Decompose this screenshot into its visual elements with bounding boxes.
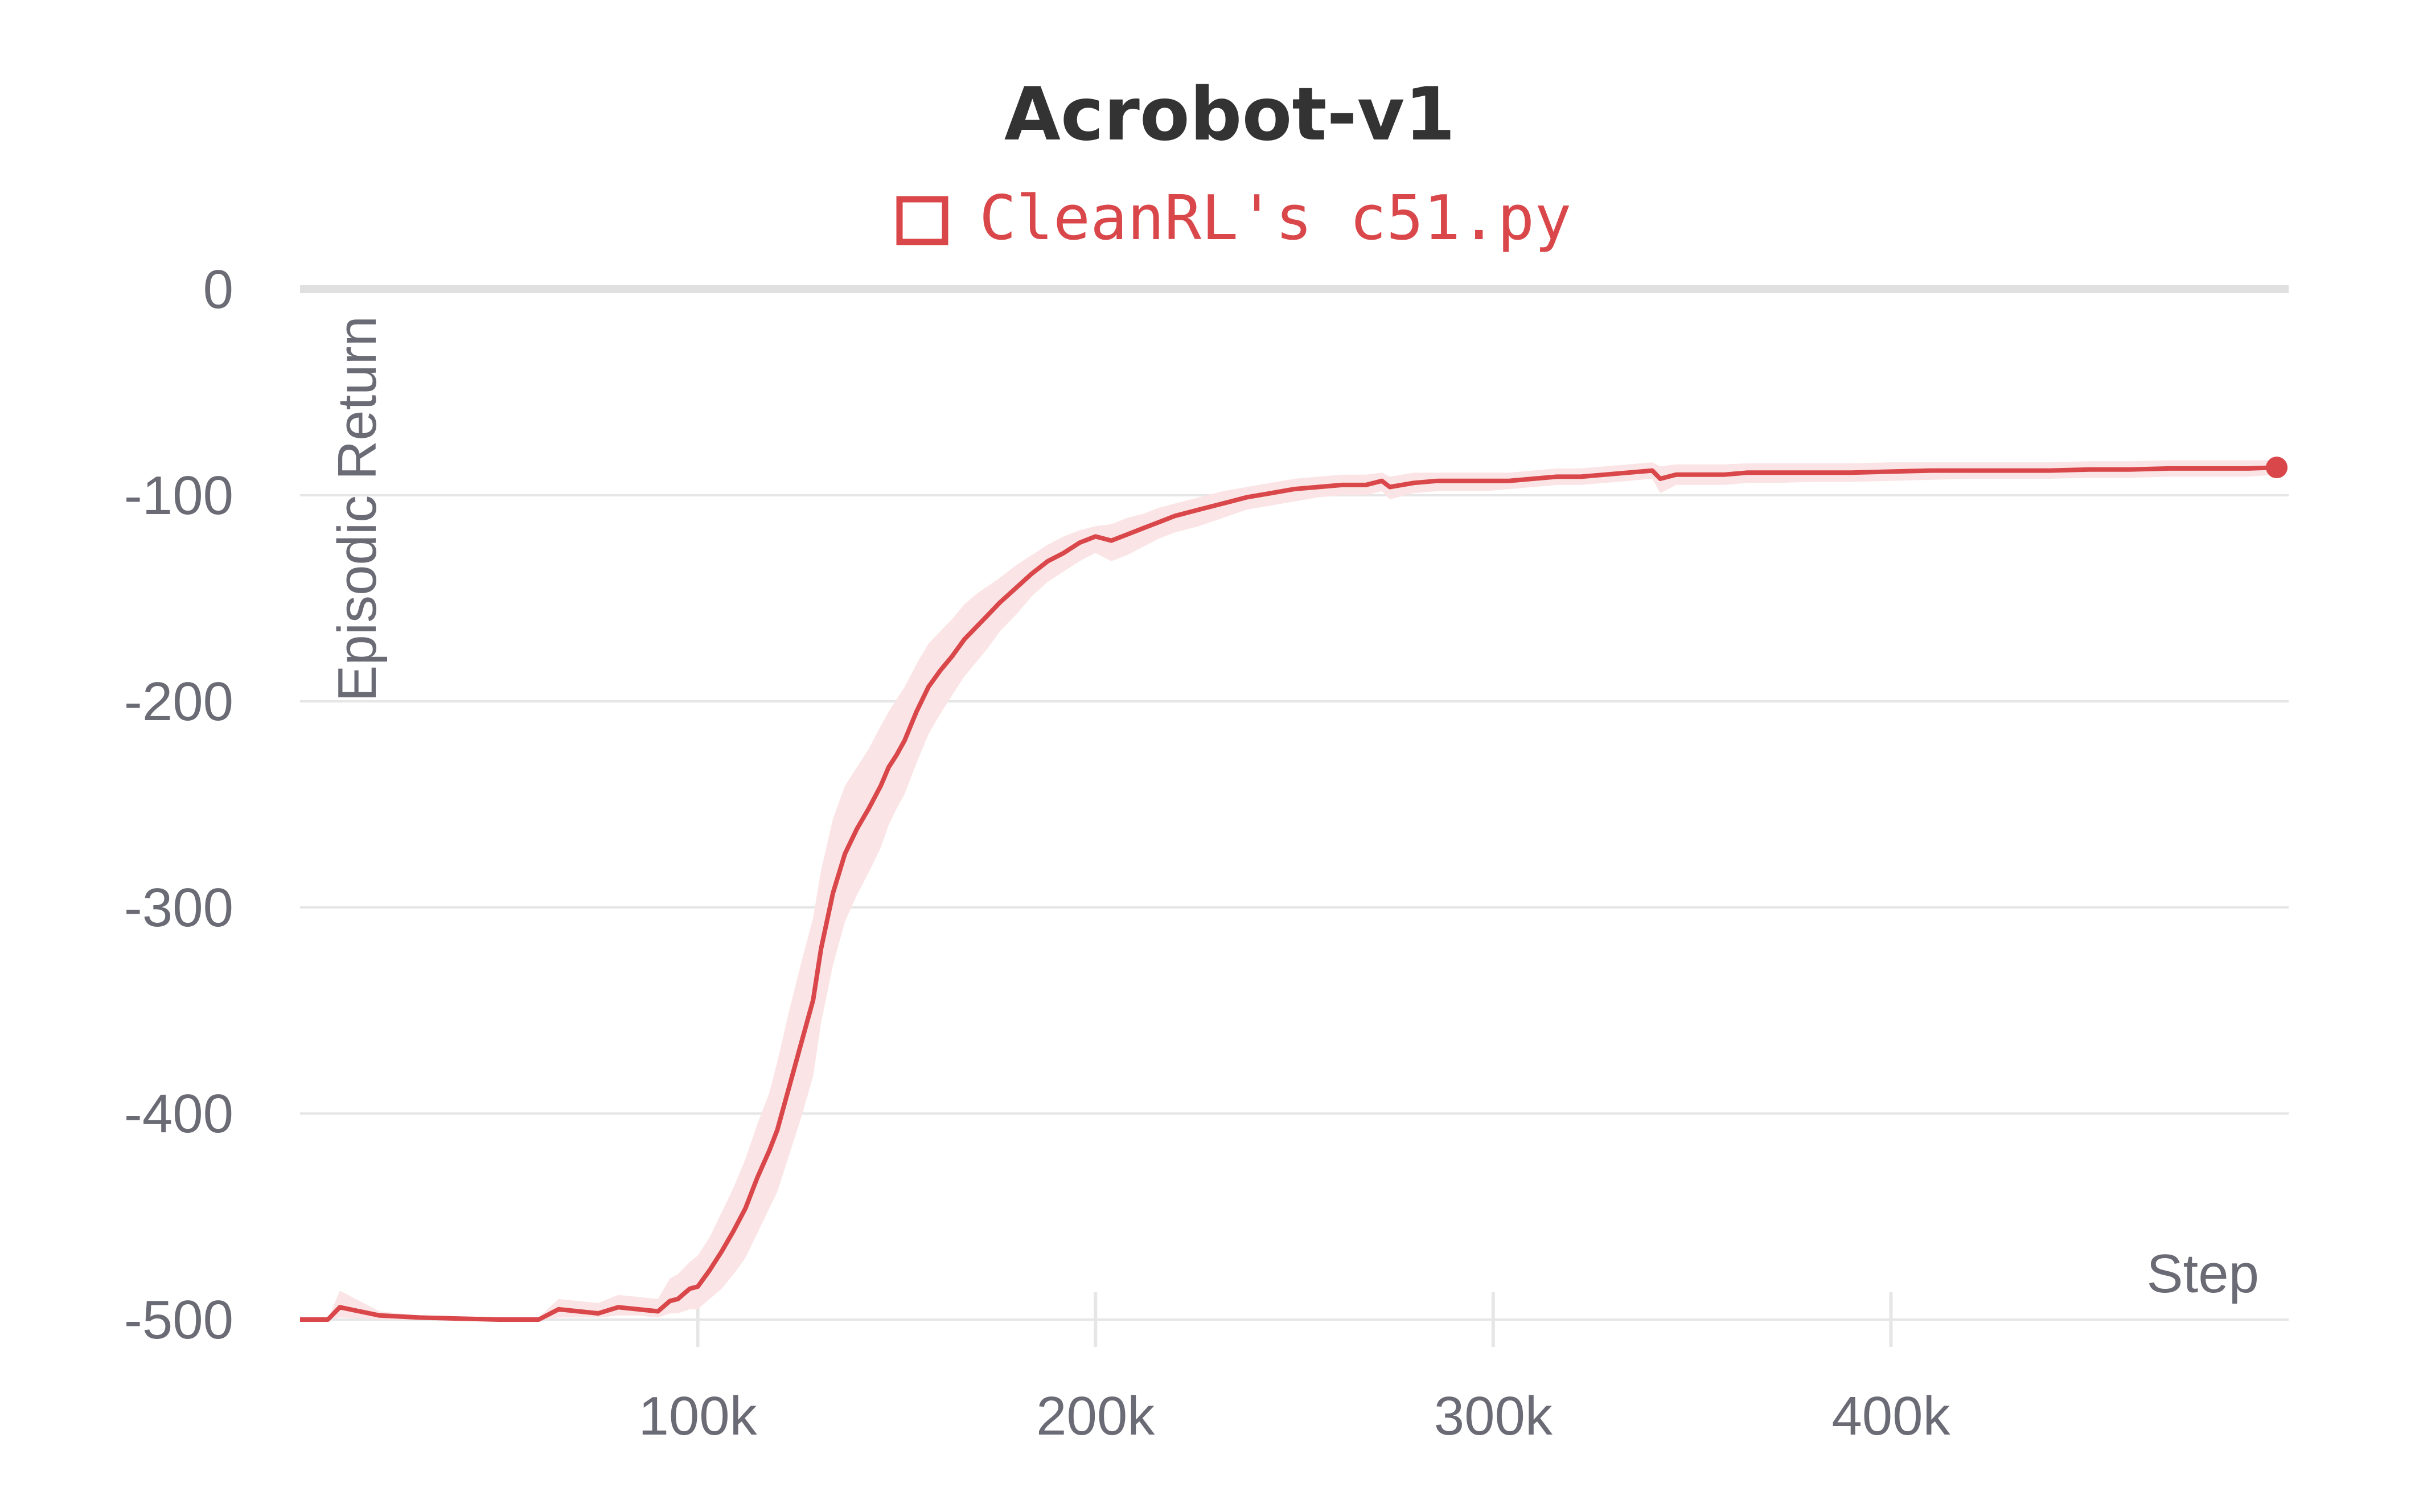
y-tick-label: 0 <box>203 259 233 320</box>
legend: CleanRL's c51.py <box>896 183 1571 254</box>
series-end-point <box>2266 457 2288 479</box>
y-axis: 0 -100 -200 -300 -400 -500 <box>124 259 233 1350</box>
x-axis-title: Step <box>2147 1243 2259 1304</box>
y-tick-label: -300 <box>124 877 233 938</box>
legend-label: CleanRL's c51.py <box>979 183 1571 254</box>
x-tick-label: 100k <box>639 1386 758 1447</box>
y-tick-label: -400 <box>124 1083 233 1144</box>
series-group <box>300 457 2288 1322</box>
x-tick-label: 200k <box>1036 1386 1155 1447</box>
y-axis-title: Episodic Return <box>327 316 388 702</box>
y-tick-label: -200 <box>124 671 233 732</box>
y-tick-label: -100 <box>124 465 233 526</box>
legend-swatch-icon <box>896 196 948 245</box>
x-tick-label: 300k <box>1434 1386 1553 1447</box>
y-tick-label: -500 <box>124 1289 233 1350</box>
series-line <box>300 465 2277 1322</box>
x-axis: 100k 200k 300k 400k <box>639 1292 1950 1447</box>
chart-title: Acrobot-v1 <box>1004 72 1455 157</box>
grid <box>300 285 2289 1321</box>
series-band <box>300 460 2277 1320</box>
x-tick-label: 400k <box>1831 1386 1950 1447</box>
